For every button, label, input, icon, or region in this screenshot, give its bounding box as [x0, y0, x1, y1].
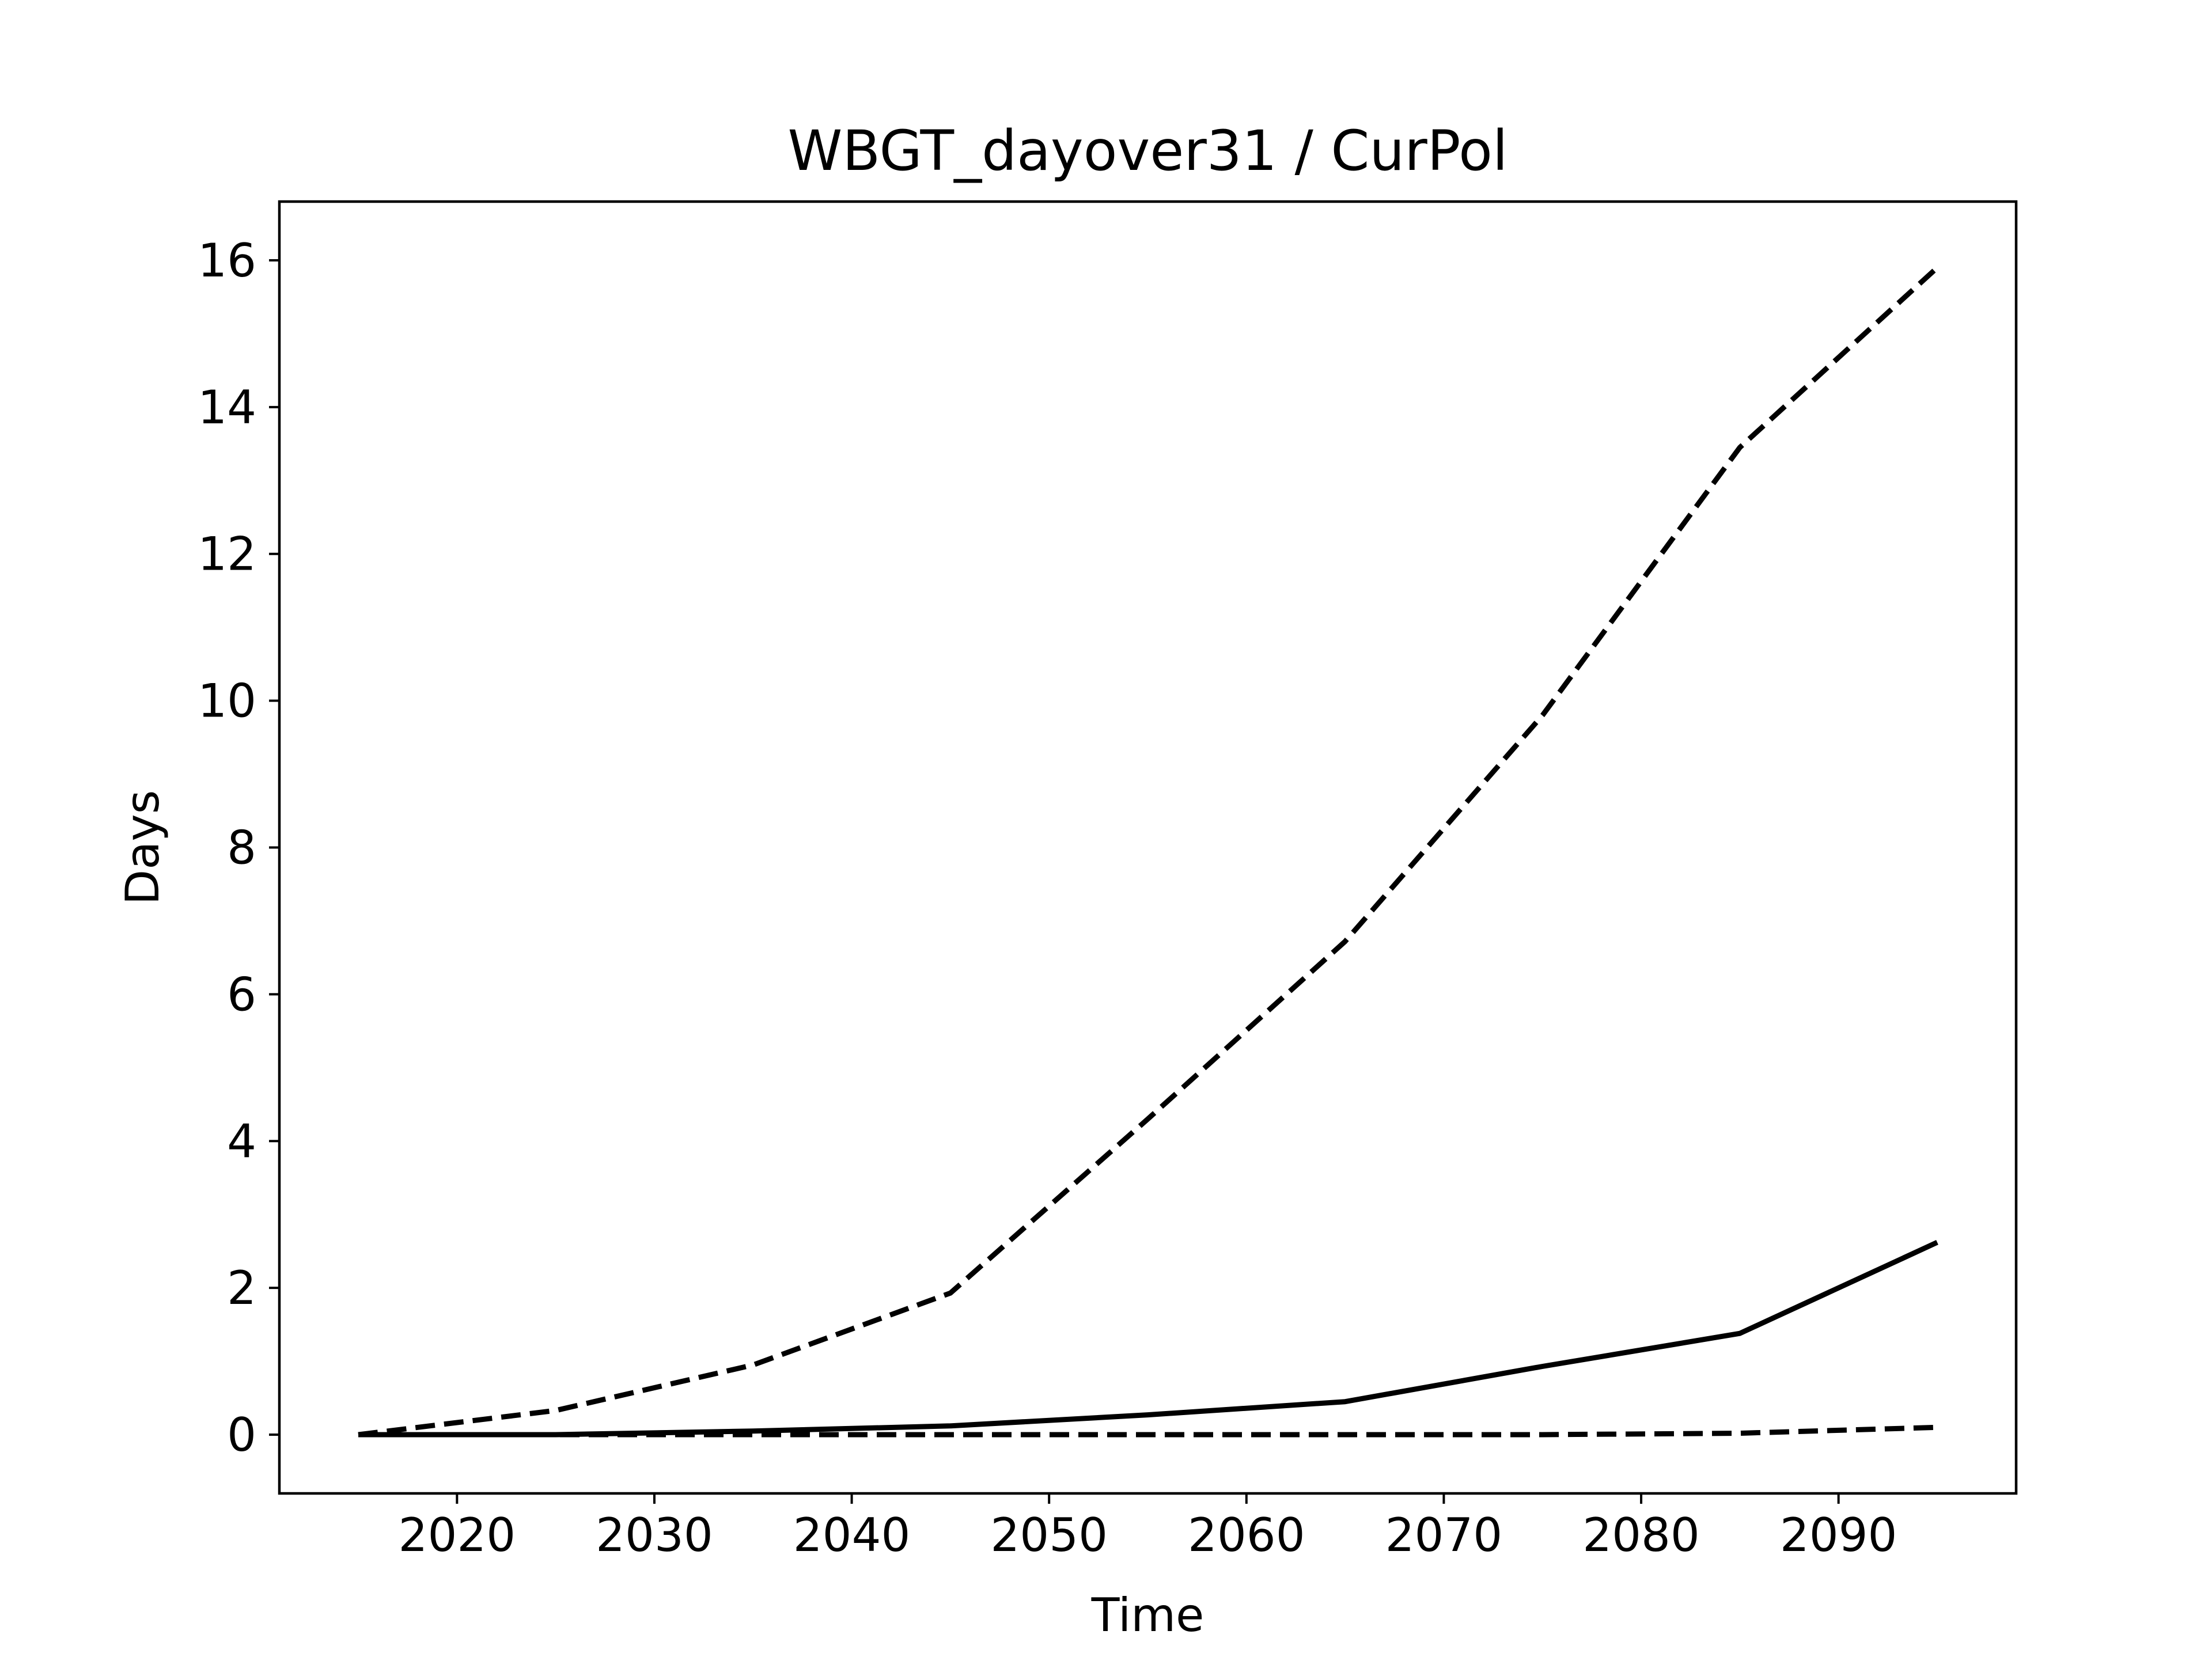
x-tick-label: 2050 [990, 1508, 1108, 1562]
x-tick-label: 2030 [596, 1508, 713, 1562]
x-tick-label: 2070 [1385, 1508, 1503, 1562]
y-tick-label: 0 [227, 1408, 256, 1462]
series-line-1 [358, 1240, 1938, 1438]
series-line-0 [358, 266, 1940, 1438]
y-tick-label: 8 [227, 821, 256, 875]
x-tick-label: 2040 [793, 1508, 911, 1562]
x-tick-label: 2020 [399, 1508, 516, 1562]
chart-title: WBGT_dayover31 / CurPol [787, 119, 1508, 183]
y-tick-label: 12 [198, 528, 256, 581]
y-tick-label: 2 [227, 1261, 256, 1315]
y-tick-label: 6 [227, 968, 256, 1021]
plot-area [358, 266, 1940, 1438]
plot-frame [278, 200, 2018, 1495]
series-line-2 [358, 1424, 1938, 1438]
x-axis-label: Time [1091, 1588, 1205, 1642]
y-axis-label: Days [116, 790, 169, 905]
y-tick-label: 10 [198, 674, 256, 728]
y-tick-label: 4 [227, 1114, 256, 1168]
y-tick-label: 14 [198, 381, 256, 434]
x-tick-label: 2060 [1188, 1508, 1305, 1562]
x-axis: 2020 2030 2040 2050 2060 2070 2080 2090 [399, 1493, 1897, 1562]
x-tick-label: 2090 [1780, 1508, 1897, 1562]
x-tick-label: 2080 [1582, 1508, 1700, 1562]
y-tick-label: 16 [198, 234, 256, 287]
y-axis: 0 2 4 6 8 10 12 14 16 [198, 234, 279, 1462]
